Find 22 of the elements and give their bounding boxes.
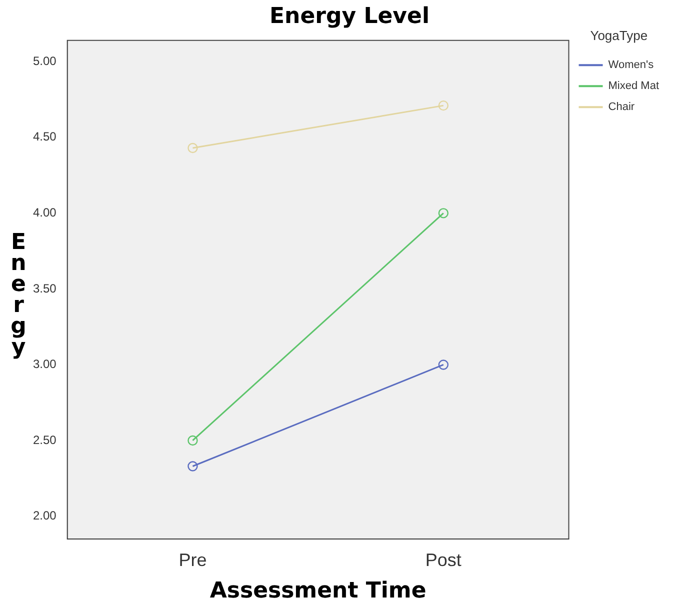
y-tick-label: 2.50 (32, 432, 57, 447)
x-tick-label: Pre (178, 550, 207, 570)
legend-label: Mixed Mat (608, 80, 660, 92)
legend-label: Women's (608, 59, 654, 72)
y-axis-title: Energy (6, 230, 31, 356)
point (438, 360, 449, 370)
point (188, 435, 198, 446)
point (188, 142, 198, 154)
legend-label: Chair (608, 101, 635, 114)
y-tick-label: 2.00 (32, 508, 57, 523)
x-tick-label: Post (425, 550, 462, 570)
y-tick-label: 3.00 (32, 357, 57, 372)
y-tick-label: 5.00 (32, 54, 57, 68)
x-axis-title: Assessment Time (210, 578, 426, 604)
point (438, 208, 449, 218)
y-tick-label: 4.50 (32, 130, 57, 144)
y-tick-label: 3.50 (32, 281, 57, 296)
point (188, 461, 198, 472)
point (438, 100, 449, 111)
chart-title: Energy Level (270, 4, 430, 29)
y-tick-label: 4.00 (32, 205, 57, 220)
legend-title: YogaType (590, 28, 648, 44)
